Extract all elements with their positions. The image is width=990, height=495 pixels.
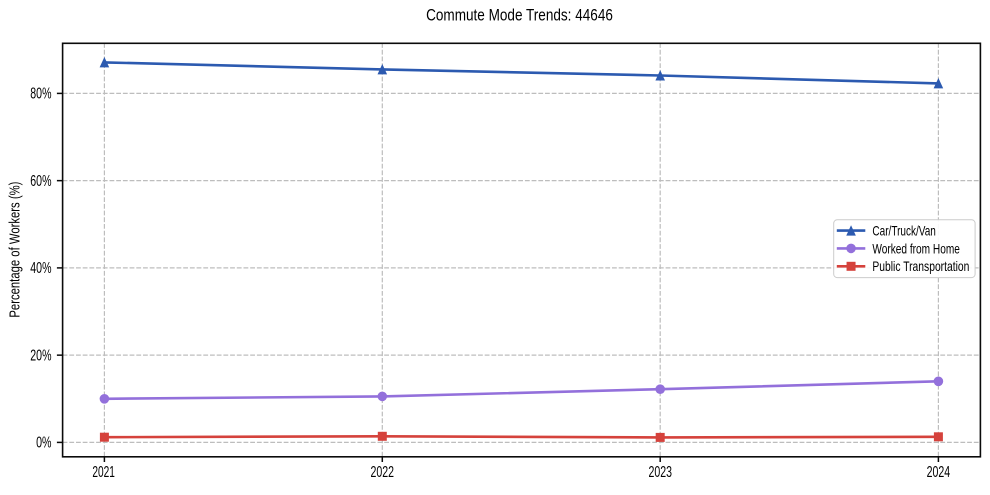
svg-text:2021: 2021 (92, 464, 115, 481)
svg-text:Commute Mode Trends: 44646: Commute Mode Trends: 44646 (426, 6, 613, 25)
svg-text:2022: 2022 (371, 464, 395, 481)
svg-text:20%: 20% (30, 347, 51, 364)
svg-text:0%: 0% (36, 435, 51, 452)
svg-text:Percentage of Workers (%): Percentage of Workers (%) (7, 182, 24, 318)
svg-text:2024: 2024 (927, 464, 951, 481)
svg-text:60%: 60% (30, 173, 51, 190)
svg-text:40%: 40% (30, 260, 51, 277)
svg-text:2023: 2023 (648, 464, 672, 481)
svg-text:Car/Truck/Van: Car/Truck/Van (872, 223, 936, 239)
svg-text:Worked from Home: Worked from Home (872, 240, 960, 256)
svg-text:Public Transportation: Public Transportation (872, 258, 969, 274)
svg-text:80%: 80% (30, 86, 51, 103)
